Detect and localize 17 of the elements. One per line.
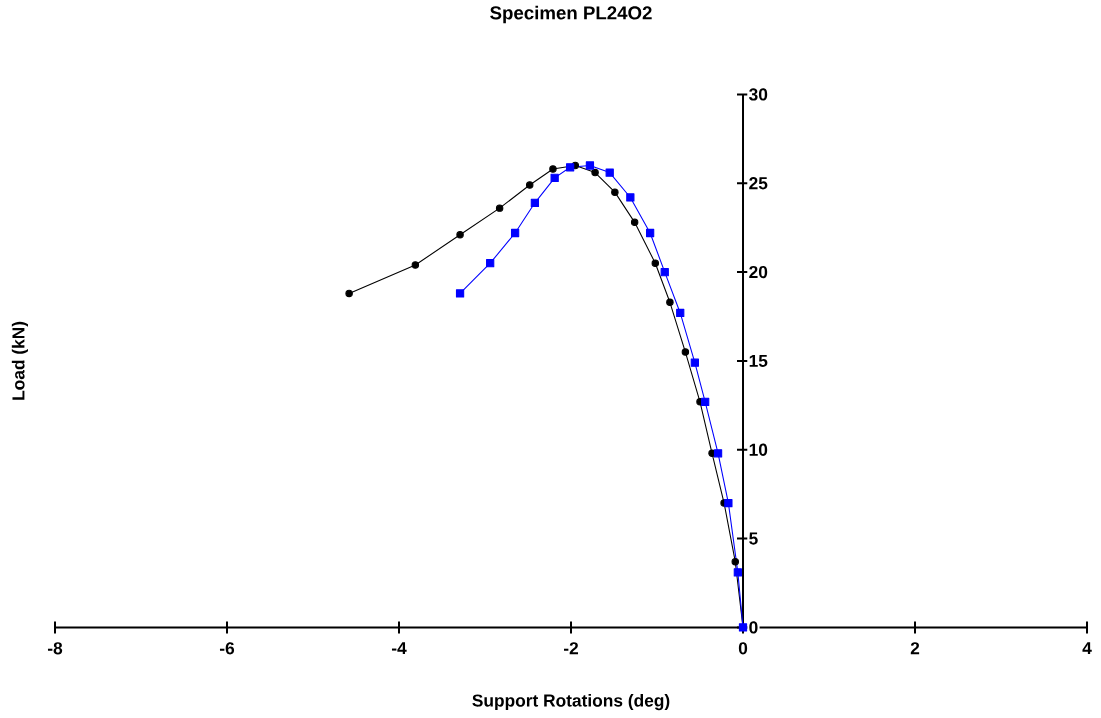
y-tick-label: 15	[749, 354, 768, 367]
x-tick-label: 2	[910, 641, 920, 655]
chart-title: Specimen PL24O2	[490, 5, 652, 23]
y-tick-label: 5	[749, 532, 758, 545]
x-tick-label: 0	[738, 641, 748, 655]
y-tick-label: 20	[749, 265, 768, 279]
x-axis-title: Support Rotations (deg)	[472, 693, 670, 710]
x-tick-label: 4	[1082, 641, 1092, 654]
x-tick-label: -6	[219, 641, 235, 655]
x-tick-label: -4	[391, 641, 407, 654]
x-tick-label: -8	[47, 641, 63, 655]
y-tick-label: 30	[749, 88, 768, 101]
x-tick-label: -2	[563, 641, 579, 655]
y-axis-title: Load (kN)	[11, 321, 28, 400]
y-tick-label: 25	[749, 176, 768, 190]
y-tick-label: 10	[749, 443, 768, 456]
y-tick-label: 0	[749, 621, 758, 634]
